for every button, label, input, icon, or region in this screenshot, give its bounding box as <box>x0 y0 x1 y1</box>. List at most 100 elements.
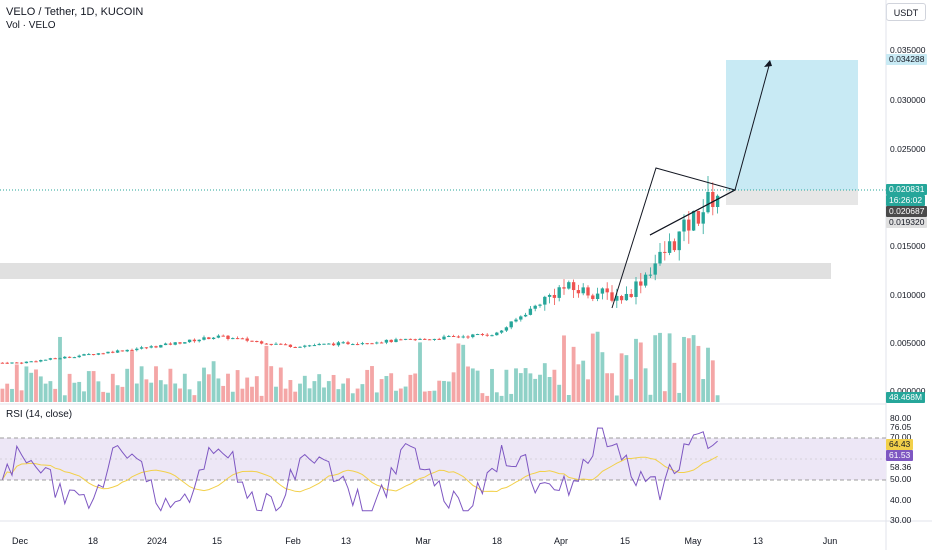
volume-bar <box>182 373 187 402</box>
volume-bar <box>211 361 216 402</box>
candle-body <box>336 342 341 346</box>
candle-body <box>346 342 350 345</box>
volume-bar <box>144 379 149 402</box>
candle-body <box>466 336 470 338</box>
candle-body <box>619 296 624 301</box>
volume-bar <box>154 366 158 402</box>
candle-body <box>514 319 518 322</box>
candle-body <box>216 335 221 338</box>
candle-body <box>475 334 480 336</box>
volume-bar <box>240 388 245 402</box>
candle-body <box>115 350 120 353</box>
volume-bar <box>19 390 24 402</box>
countdown-badge: 16:26:02 <box>886 195 926 206</box>
candle-body <box>58 358 62 360</box>
volume-bar <box>394 390 398 402</box>
volume-legend[interactable]: Vol · VELO <box>6 20 56 31</box>
candle-body <box>149 346 153 348</box>
volume-bar <box>643 368 648 402</box>
candle-body <box>634 281 638 297</box>
chart-title[interactable]: VELO / Tether, 1D, KUCOIN <box>6 6 144 18</box>
candle-body <box>399 339 403 341</box>
candle-body <box>413 339 417 341</box>
volume-bar <box>494 392 499 402</box>
time-label: 15 <box>211 536 223 546</box>
volume-bar <box>475 370 480 402</box>
volume-bar <box>581 360 586 402</box>
volume-bar <box>10 388 14 402</box>
candle-body <box>72 357 77 359</box>
candle-body <box>581 287 585 294</box>
candle-body <box>63 356 67 359</box>
volume-bar <box>432 390 437 402</box>
volume-bar <box>24 366 29 402</box>
candle-body <box>312 345 317 347</box>
candle-body <box>317 343 321 346</box>
candle-body <box>87 354 91 356</box>
candle-body <box>5 362 9 364</box>
volume-bar <box>408 374 413 402</box>
volume-bar <box>370 366 374 402</box>
candle-body <box>43 359 48 361</box>
volume-bar <box>595 331 600 402</box>
candle-body <box>135 348 139 351</box>
level-badge: 0.020687 <box>886 206 928 217</box>
volume-bar <box>173 383 178 402</box>
candle-body <box>691 210 696 231</box>
candle-body <box>240 338 245 340</box>
volume-badge: 48.468M <box>886 392 926 403</box>
candle-body <box>648 274 653 276</box>
volume-bar <box>331 374 336 402</box>
volume-bar <box>106 392 110 402</box>
candle-body <box>595 293 600 300</box>
volume-bar <box>326 381 331 402</box>
volume-bar <box>634 338 638 402</box>
candle-body <box>173 342 177 345</box>
candle-body <box>615 296 619 301</box>
candle-body <box>192 339 197 342</box>
candle-body <box>667 241 672 253</box>
volume-bar <box>374 392 379 402</box>
volume-bar <box>485 395 490 402</box>
candle-body <box>624 293 629 301</box>
volume-bar <box>446 381 451 402</box>
volume-bar <box>557 384 562 402</box>
volume-bar <box>149 382 154 402</box>
rsi-legend[interactable]: RSI (14, close) <box>6 409 73 420</box>
volume-bar <box>504 369 509 402</box>
candle-body <box>365 343 369 345</box>
volume-bar <box>605 373 610 402</box>
candle-body <box>610 292 614 301</box>
volume-bar <box>274 386 278 402</box>
volume-bar <box>552 369 557 402</box>
candle-body <box>701 212 705 224</box>
volume-bar <box>638 342 643 402</box>
volume-bar <box>576 364 581 402</box>
last-price-badge: 0.020831 <box>886 184 928 195</box>
time-label: 13 <box>340 536 352 546</box>
candle-body <box>711 191 715 208</box>
rsi-ma-badge: 64.43 <box>886 439 914 450</box>
volume-bar <box>614 395 619 402</box>
volume-bar <box>91 371 96 402</box>
candle-body <box>77 355 81 358</box>
price-tick: 0.025000 <box>890 144 926 154</box>
price-tick: 0.005000 <box>890 338 926 348</box>
volume-bar <box>283 388 288 402</box>
rsi-tick: 30.00 <box>890 515 912 525</box>
price-tick: 0.010000 <box>890 290 926 300</box>
candle-body <box>341 342 345 344</box>
volume-bar <box>269 366 274 402</box>
volume-bar <box>389 373 394 402</box>
volume-bar <box>259 395 264 402</box>
candle-body <box>15 362 19 364</box>
volume-bar <box>293 391 298 402</box>
volume-bar <box>38 376 43 402</box>
volume-bar <box>58 336 62 402</box>
candle-body <box>706 191 710 213</box>
time-label: 2024 <box>146 536 168 546</box>
volume-bar <box>230 391 235 402</box>
currency-button[interactable]: USDT <box>886 3 926 21</box>
target-price-badge: 0.034288 <box>886 54 928 65</box>
